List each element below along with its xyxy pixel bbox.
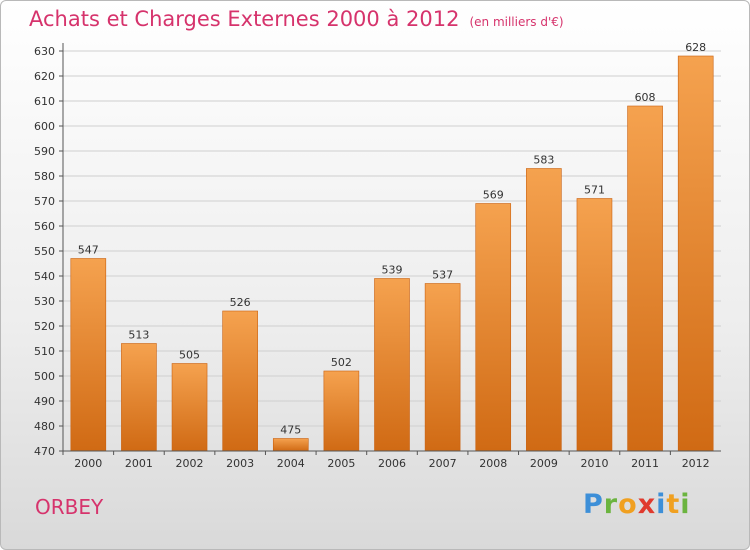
bar-2009	[526, 168, 562, 452]
data-label-2001: 513	[128, 329, 149, 342]
x-tick-label-2011: 2011	[631, 457, 659, 470]
x-tick-label-2000: 2000	[74, 457, 102, 470]
proxiti-logo: Proxiti	[583, 489, 691, 520]
chart-title-text: Achats et Charges Externes 2000 à 2012	[29, 7, 460, 31]
data-label-2005: 502	[331, 356, 352, 369]
bar-2000	[70, 258, 107, 452]
bar-2004	[272, 438, 309, 452]
chart-subtitle: (en milliers d'€)	[469, 15, 564, 29]
y-tick-label: 470	[34, 445, 55, 458]
data-label-2009: 583	[533, 154, 554, 167]
y-tick-label: 610	[34, 95, 55, 108]
bar-2006	[374, 278, 410, 452]
bar-2010	[576, 198, 613, 452]
x-tick-label-2008: 2008	[479, 457, 507, 470]
data-label-2002: 505	[179, 349, 200, 362]
x-tick-label-2010: 2010	[580, 457, 608, 470]
y-tick-label: 630	[34, 45, 55, 58]
bar-2005	[323, 370, 360, 452]
bars	[70, 55, 714, 452]
x-tick-label-2006: 2006	[378, 457, 406, 470]
y-tick-label: 540	[34, 270, 55, 283]
data-label-2000: 547	[78, 244, 99, 257]
bar-2007	[424, 283, 461, 452]
x-axis-ticks: 2000 2001 2002 2003 2004 2005 2006 2007 2008 2009…	[62, 451, 710, 470]
y-tick-label: 480	[34, 420, 55, 433]
y-tick-label: 570	[34, 195, 55, 208]
data-label-2006: 539	[382, 264, 403, 277]
data-label-2007: 537	[432, 269, 453, 282]
y-tick-label: 520	[34, 320, 55, 333]
chart-title: Achats et Charges Externes 2000 à 2012 (e…	[29, 7, 564, 31]
y-tick-label: 560	[34, 220, 55, 233]
y-tick-label: 550	[34, 245, 55, 258]
y-tick-label: 530	[34, 295, 55, 308]
y-tick-label: 490	[34, 395, 55, 408]
data-label-2004: 475	[280, 424, 301, 437]
bar-2008	[475, 203, 512, 452]
y-tick-label: 600	[34, 120, 55, 133]
x-tick-label-2004: 2004	[277, 457, 305, 470]
bar-2012	[677, 55, 714, 452]
data-label-2012: 628	[685, 41, 706, 54]
x-tick-label-2002: 2002	[176, 457, 204, 470]
commune-name: ORBEY	[35, 495, 104, 519]
data-label-2011: 608	[635, 91, 656, 104]
y-tick-label: 580	[34, 170, 55, 183]
bar-2003	[222, 310, 258, 452]
x-tick-label-2003: 2003	[226, 457, 254, 470]
bar-2001	[121, 343, 157, 452]
data-label-2008: 569	[483, 189, 504, 202]
bar-2002	[171, 363, 208, 452]
bar-2011	[627, 105, 663, 452]
y-tick-label: 510	[34, 345, 55, 358]
y-axis-ticks: 470 480 490 500 510 520 530 540 550 560 570 580 590 6…	[34, 45, 63, 458]
y-tick-label: 500	[34, 370, 55, 383]
x-tick-label-2009: 2009	[530, 457, 558, 470]
x-tick-label-2001: 2001	[125, 457, 153, 470]
x-tick-label-2005: 2005	[327, 457, 355, 470]
y-tick-label: 620	[34, 70, 55, 83]
data-labels: 547 513 505 526 475 502 539 537 569 583 571 608 628	[78, 41, 706, 437]
x-tick-label-2007: 2007	[429, 457, 457, 470]
data-label-2003: 526	[230, 296, 251, 309]
x-tick-label-2012: 2012	[682, 457, 710, 470]
data-label-2010: 571	[584, 184, 605, 197]
y-tick-label: 590	[34, 145, 55, 158]
